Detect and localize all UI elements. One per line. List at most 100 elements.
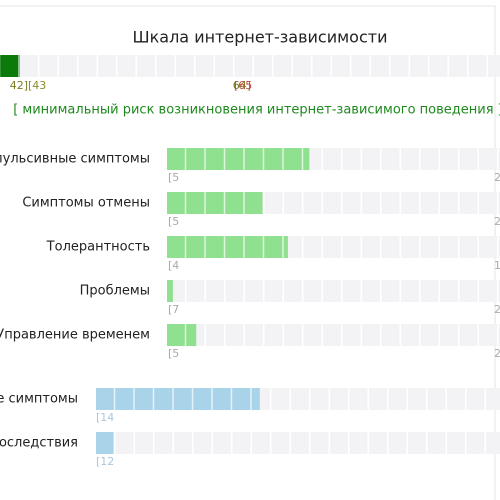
bar-cell: [303, 280, 322, 302]
bar-cell: [459, 148, 478, 170]
bar-cell: [479, 280, 497, 302]
bar-cell: [362, 324, 380, 346]
max-label: 2: [494, 215, 500, 228]
row-label: Толерантность: [46, 240, 150, 255]
min-label: [5: [168, 171, 179, 184]
min-label: [7: [168, 303, 179, 316]
row-label: Симптомы отмены: [22, 196, 150, 211]
bar-cell: [232, 432, 251, 454]
min-label: [12: [96, 455, 114, 468]
bar-cell: [245, 280, 263, 302]
bar-cell: [420, 148, 439, 170]
bar-cell: [284, 324, 302, 346]
title: Шкала интернет-зависимости: [133, 28, 388, 47]
bar-cell: [427, 388, 446, 410]
bar-cell: [284, 192, 302, 214]
bar-cell: [154, 432, 173, 454]
bar-cell: [284, 280, 302, 302]
bar-cell: [369, 432, 387, 454]
bar-cell: [381, 236, 400, 258]
bar-cell: [323, 148, 341, 170]
bar-cell: [98, 55, 116, 77]
bar-cell: [312, 55, 331, 77]
bar-cell: [342, 280, 361, 302]
bar-cell: [330, 432, 348, 454]
bar-cell: [115, 432, 134, 454]
bar-cell: [245, 324, 263, 346]
bar-cell: [449, 55, 467, 77]
bar-cell: [362, 148, 380, 170]
bar-cell: [135, 432, 153, 454]
bar-cell: [310, 432, 329, 454]
min-label: [5: [168, 215, 179, 228]
max-label: 2: [494, 303, 500, 316]
bar-cell: [137, 55, 155, 77]
bar-cell: [468, 55, 487, 77]
bar-cell: [330, 388, 348, 410]
bar-cell: [488, 55, 500, 77]
max-label: 2: [494, 347, 500, 360]
bar-cell: [342, 324, 361, 346]
bar-cell: [349, 388, 368, 410]
bar-cell: [323, 236, 341, 258]
bar-cell: [264, 280, 283, 302]
bar-cell: [459, 236, 478, 258]
range-label: [43: [28, 79, 46, 92]
bar-cell: [440, 192, 458, 214]
bar-cell: [291, 388, 309, 410]
bar-cell: [388, 432, 407, 454]
bar-cell: [342, 236, 361, 258]
bar-cell: [479, 236, 497, 258]
bar-cell: [349, 432, 368, 454]
row-label: пульсивные симптомы: [0, 152, 150, 167]
bar-cell: [440, 280, 458, 302]
bar-cell: [303, 324, 322, 346]
bar-cell: [486, 388, 500, 410]
bar-cell: [176, 55, 194, 77]
bar-fill: [167, 148, 310, 170]
bar-fill: [96, 388, 260, 410]
bar-cell: [420, 324, 439, 346]
min-label: [5: [168, 347, 179, 360]
bar-cell: [390, 55, 409, 77]
bar-cell: [117, 55, 136, 77]
bar-cell: [234, 55, 253, 77]
bar-cell: [206, 324, 224, 346]
bar-cell: [401, 192, 419, 214]
group-label: е симптомы: [0, 392, 78, 407]
bar-cell: [254, 55, 272, 77]
bar-cell: [264, 192, 283, 214]
range-label: 42]: [10, 79, 28, 92]
row-label: Проблемы: [80, 284, 150, 299]
bar-cell: [401, 148, 419, 170]
bar-cell: [362, 192, 380, 214]
bar-cell: [264, 324, 283, 346]
bar-cell: [186, 280, 205, 302]
bar-cell: [440, 148, 458, 170]
bar-cell: [225, 280, 244, 302]
min-label: [14: [96, 411, 114, 424]
bar-cell: [498, 324, 500, 346]
bar-cell: [193, 432, 212, 454]
bar-cell: [381, 324, 400, 346]
bar-cell: [310, 388, 329, 410]
bar-cell: [323, 280, 341, 302]
bar-cell: [498, 236, 500, 258]
max-label: 2: [494, 171, 500, 184]
bar-cell: [323, 324, 341, 346]
bar-cell: [303, 236, 322, 258]
bar-cell: [342, 192, 361, 214]
range-label: 64]: [233, 79, 251, 92]
bar-cell: [273, 55, 292, 77]
bar-cell: [362, 236, 380, 258]
bar-fill: [167, 192, 263, 214]
bar-cell: [371, 55, 389, 77]
bar-cell: [447, 388, 465, 410]
bar-cell: [284, 236, 302, 258]
bar-cell: [271, 388, 290, 410]
bar-cell: [479, 192, 497, 214]
group-label: последствия: [0, 436, 78, 451]
bar-cell: [293, 55, 311, 77]
bar-fill: [167, 324, 197, 346]
